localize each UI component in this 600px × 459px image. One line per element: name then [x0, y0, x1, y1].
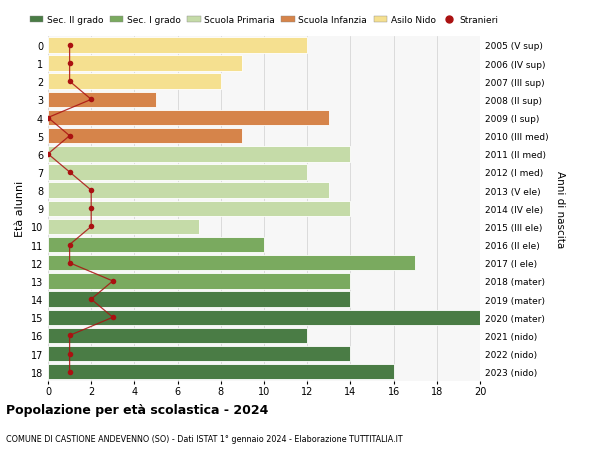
- Point: [65, 332, 74, 339]
- Bar: [48, 201, 350, 217]
- Point: [65, 241, 74, 249]
- Text: Popolazione per età scolastica - 2024: Popolazione per età scolastica - 2024: [6, 403, 268, 416]
- Point: [108, 314, 118, 321]
- Point: [65, 60, 74, 67]
- Y-axis label: Anni di nascita: Anni di nascita: [555, 170, 565, 247]
- Point: [65, 42, 74, 50]
- Point: [86, 296, 96, 303]
- Point: [65, 259, 74, 267]
- Bar: [48, 147, 350, 162]
- Bar: [48, 292, 350, 307]
- Text: COMUNE DI CASTIONE ANDEVENNO (SO) - Dati ISTAT 1° gennaio 2024 - Elaborazione TU: COMUNE DI CASTIONE ANDEVENNO (SO) - Dati…: [6, 434, 403, 442]
- Bar: [48, 364, 394, 380]
- Bar: [48, 256, 415, 271]
- Bar: [48, 346, 350, 362]
- Point: [65, 368, 74, 375]
- Bar: [48, 183, 329, 198]
- Point: [65, 169, 74, 176]
- Bar: [48, 328, 307, 343]
- Point: [43, 115, 53, 122]
- Point: [65, 78, 74, 86]
- Bar: [48, 237, 264, 253]
- Point: [86, 205, 96, 213]
- Bar: [48, 219, 199, 235]
- Bar: [48, 274, 350, 289]
- Point: [65, 133, 74, 140]
- Point: [86, 187, 96, 195]
- Bar: [48, 129, 242, 144]
- Bar: [48, 310, 480, 325]
- Bar: [48, 165, 307, 180]
- Point: [43, 151, 53, 158]
- Point: [65, 350, 74, 358]
- Bar: [48, 74, 221, 90]
- Point: [86, 223, 96, 230]
- Bar: [48, 92, 156, 108]
- Bar: [48, 56, 242, 72]
- Y-axis label: Età alunni: Età alunni: [15, 181, 25, 237]
- Bar: [48, 111, 329, 126]
- Bar: [48, 38, 307, 54]
- Point: [108, 278, 118, 285]
- Point: [86, 96, 96, 104]
- Legend: Sec. II grado, Sec. I grado, Scuola Primaria, Scuola Infanzia, Asilo Nido, Stran: Sec. II grado, Sec. I grado, Scuola Prim…: [26, 12, 502, 29]
